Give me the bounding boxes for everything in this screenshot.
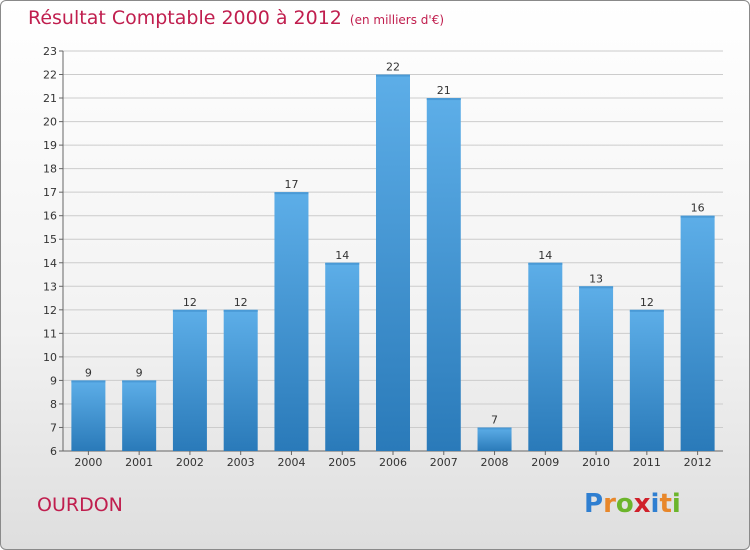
data-label-2005: 14 <box>335 249 349 262</box>
data-label-2012: 16 <box>691 202 705 215</box>
data-labels: 9 9 12 12 17 14 22 21 7 14 13 12 16 <box>85 61 705 427</box>
bar-top-edge-2005 <box>325 262 360 265</box>
bar-top-edge-2004 <box>274 192 309 195</box>
bar-2008 <box>477 427 512 451</box>
proxiti-logo: Proxiti <box>584 489 681 519</box>
city-name: OURDON <box>37 494 123 516</box>
bar-top-edge-2006 <box>376 74 410 77</box>
logo-letter: o <box>615 489 634 519</box>
data-label-2004: 17 <box>284 178 298 191</box>
logo-letter: x <box>633 489 651 519</box>
y-tick-label-6: 6 <box>50 445 57 458</box>
bar-top-edge-2011 <box>629 309 664 312</box>
data-label-2003: 12 <box>234 296 248 309</box>
x-tick-label-2000: 2000 <box>74 456 102 469</box>
bar-top-edge-2003 <box>223 309 258 312</box>
y-tick-label-21: 21 <box>43 92 57 105</box>
bar-2006 <box>376 74 410 451</box>
bar-2009 <box>528 262 563 451</box>
bar-top-edge-2007 <box>426 98 461 101</box>
logo-letter: t <box>659 489 672 519</box>
x-tick-label-2006: 2006 <box>379 456 407 469</box>
x-tick-label-2010: 2010 <box>582 456 610 469</box>
chart-unit: (en milliers d'€) <box>349 13 445 27</box>
y-tick-label-22: 22 <box>43 69 57 82</box>
data-label-2007: 21 <box>437 84 451 97</box>
data-label-2000: 9 <box>85 366 92 379</box>
y-tick-label-8: 8 <box>50 398 57 411</box>
bar-2003 <box>223 309 258 451</box>
y-tick-label-19: 19 <box>43 139 57 152</box>
chart-title-block: Résultat Comptable 2000 à 2012 (en millie… <box>28 7 444 29</box>
bar-top-edge-2000 <box>71 380 106 383</box>
chart-title: Résultat Comptable 2000 à 2012 <box>28 7 342 29</box>
data-label-2010: 13 <box>589 272 603 285</box>
axes: 6 7 8 9 10 11 12 13 14 15 16 17 18 19 20 21 22 23 2000 2001… <box>43 45 723 469</box>
x-tick-label-2011: 2011 <box>633 456 661 469</box>
y-tick-label-15: 15 <box>43 233 57 246</box>
y-tick-label-18: 18 <box>43 163 57 176</box>
logo-letter: P <box>584 489 604 519</box>
bar-2011 <box>629 309 664 451</box>
logo-letter: i <box>650 489 660 519</box>
x-tick-label-2003: 2003 <box>227 456 255 469</box>
y-tick-label-12: 12 <box>43 304 57 317</box>
x-tick-label-2008: 2008 <box>481 456 509 469</box>
bar-2001 <box>122 380 157 451</box>
bar-2000 <box>71 380 106 451</box>
bar-top-edge-2001 <box>122 380 157 383</box>
x-tick-label-2001: 2001 <box>125 456 153 469</box>
x-tick-label-2002: 2002 <box>176 456 204 469</box>
data-label-2011: 12 <box>640 296 654 309</box>
y-tick-label-9: 9 <box>50 374 57 387</box>
y-tick-label-10: 10 <box>43 351 57 364</box>
bar-2012 <box>680 215 715 451</box>
y-tick-label-11: 11 <box>43 327 57 340</box>
x-tick-label-2009: 2009 <box>531 456 559 469</box>
y-tick-label-13: 13 <box>43 280 57 293</box>
y-tick-label-20: 20 <box>43 116 57 129</box>
data-label-2002: 12 <box>183 296 197 309</box>
y-tick-label-14: 14 <box>43 257 57 270</box>
bar-2005 <box>325 262 360 451</box>
x-tick-label-2004: 2004 <box>277 456 305 469</box>
data-label-2001: 9 <box>136 366 143 379</box>
logo-letter: i <box>671 489 681 519</box>
data-label-2009: 14 <box>538 249 552 262</box>
data-label-2008: 7 <box>491 413 498 426</box>
bar-top-edge-2002 <box>172 309 207 312</box>
y-tick-label-7: 7 <box>50 421 57 434</box>
x-tick-label-2005: 2005 <box>328 456 356 469</box>
data-label-2006: 22 <box>386 61 400 74</box>
y-tick-label-16: 16 <box>43 210 57 223</box>
y-tick-label-17: 17 <box>43 186 57 199</box>
bar-top-edge-2012 <box>680 215 715 218</box>
y-tick-label-23: 23 <box>43 45 57 58</box>
bar-top-edge-2010 <box>579 286 614 289</box>
bar-top-edge-2008 <box>477 427 512 430</box>
bar-2010 <box>579 286 614 451</box>
logo-letter: r <box>603 489 616 519</box>
bar-2007 <box>426 98 461 451</box>
bar-2004 <box>274 192 309 452</box>
bars <box>71 74 715 452</box>
x-tick-label-2012: 2012 <box>684 456 712 469</box>
bar-2002 <box>172 309 207 451</box>
x-tick-label-2007: 2007 <box>430 456 458 469</box>
bar-top-edge-2009 <box>528 262 563 265</box>
